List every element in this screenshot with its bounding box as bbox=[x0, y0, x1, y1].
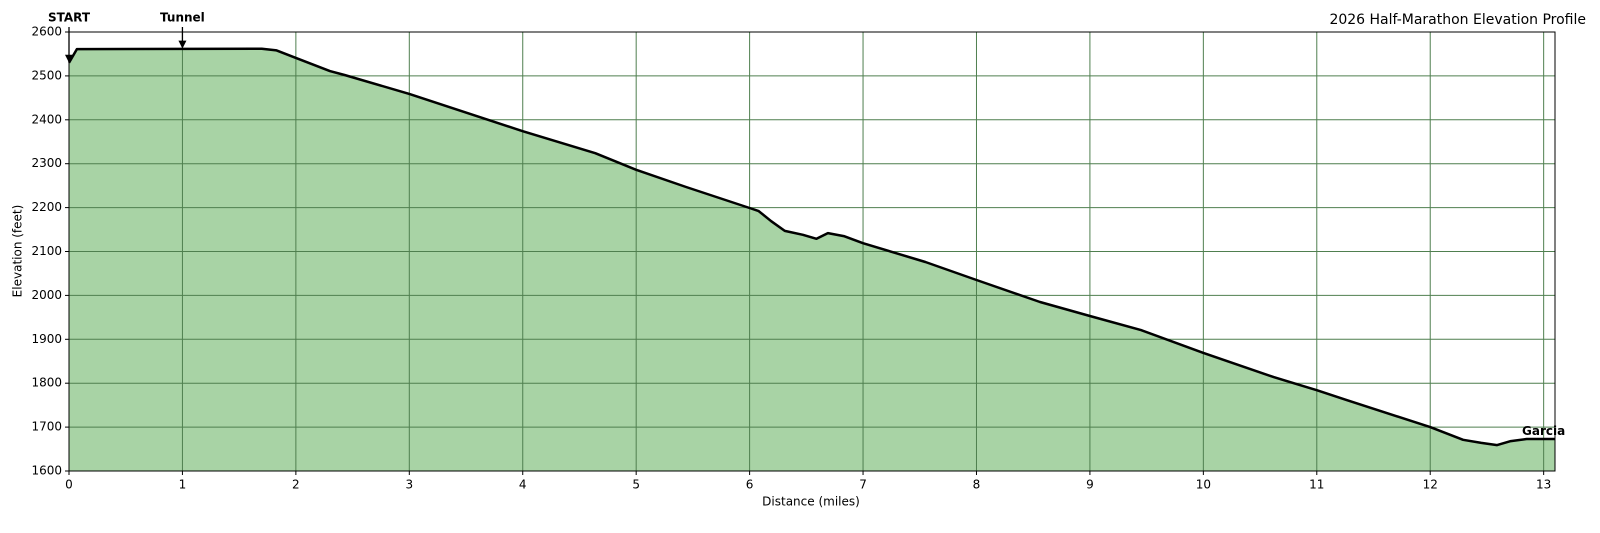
x-tick-label: 3 bbox=[405, 478, 413, 492]
y-tick-label: 1800 bbox=[31, 376, 62, 390]
annotation-label: Garcia bbox=[1522, 424, 1565, 438]
x-tick-label: 11 bbox=[1309, 478, 1324, 492]
y-tick-label: 2300 bbox=[31, 156, 62, 170]
x-tick-label: 10 bbox=[1196, 478, 1211, 492]
y-tick-label: 1600 bbox=[31, 464, 62, 478]
x-tick-label: 0 bbox=[65, 478, 73, 492]
x-tick-label: 12 bbox=[1423, 478, 1438, 492]
y-tick-label: 2500 bbox=[31, 68, 62, 82]
elevation-area bbox=[69, 48, 1555, 471]
y-tick-label: 1900 bbox=[31, 332, 62, 346]
x-tick-label: 2 bbox=[292, 478, 300, 492]
x-tick-label: 13 bbox=[1536, 478, 1551, 492]
x-tick-label: 9 bbox=[1086, 478, 1094, 492]
x-tick-label: 5 bbox=[632, 478, 640, 492]
x-tick-label: 6 bbox=[746, 478, 754, 492]
y-tick-label: 2200 bbox=[31, 200, 62, 214]
y-tick-label: 1700 bbox=[31, 420, 62, 434]
x-tick-label: 7 bbox=[859, 478, 867, 492]
y-tick-label: 2600 bbox=[31, 25, 62, 39]
y-axis-label: Elevation (feet) bbox=[11, 205, 25, 298]
annotation-arrowhead bbox=[65, 54, 73, 63]
x-tick-label: 4 bbox=[519, 478, 527, 492]
y-tick-label: 2100 bbox=[31, 244, 62, 258]
chart-title: 2026 Half-Marathon Elevation Profile bbox=[1329, 12, 1586, 28]
annotation-label: START bbox=[48, 11, 91, 25]
y-tick-label: 2000 bbox=[31, 288, 62, 302]
x-tick-label: 1 bbox=[179, 478, 187, 492]
annotation-label: Tunnel bbox=[160, 11, 205, 25]
x-tick-label: 8 bbox=[973, 478, 981, 492]
elevation-line bbox=[67, 47, 1555, 447]
y-tick-label: 2400 bbox=[31, 112, 62, 126]
annotation-arrowhead bbox=[178, 40, 187, 49]
x-axis-label: Distance (miles) bbox=[762, 495, 860, 509]
